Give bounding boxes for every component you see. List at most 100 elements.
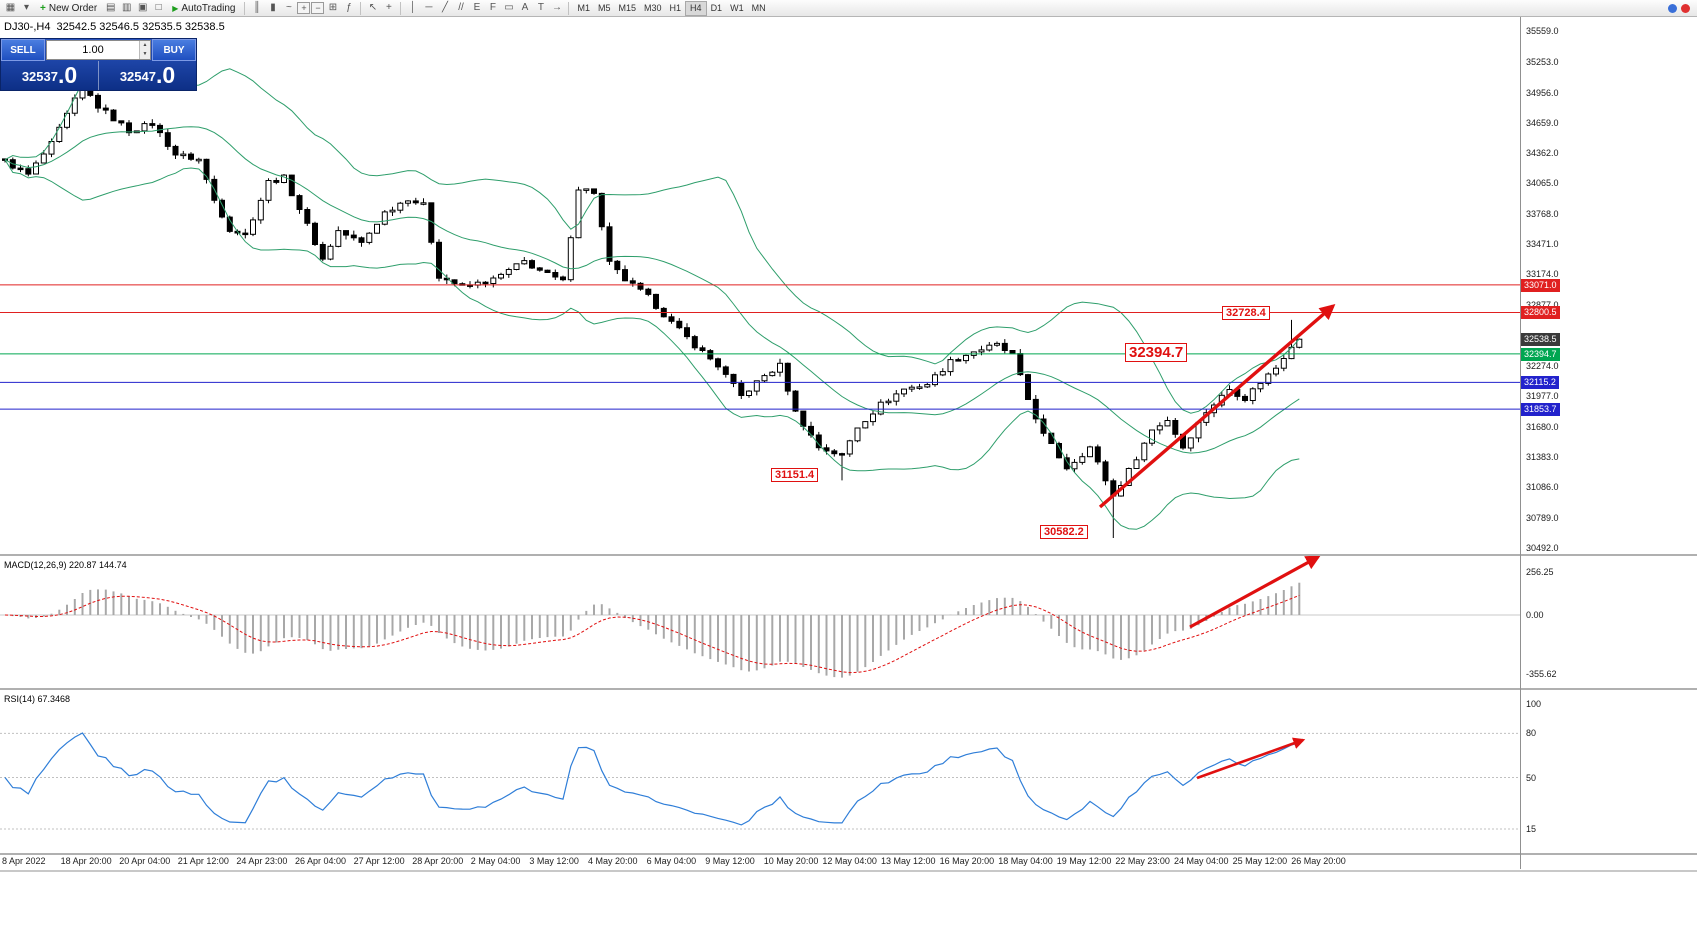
candles-mode-icon[interactable]: ▮ bbox=[270, 1, 276, 13]
time-axis-label: 18 May 04:00 bbox=[998, 856, 1053, 866]
autotrading-button[interactable]: ▶ AutoTrading bbox=[167, 1, 240, 16]
timeframe-group: M1 M5 M15 M30 H1 H4 D1 W1 MN bbox=[573, 0, 769, 16]
time-axis[interactable]: 8 Apr 2022 18 Apr 20:00 20 Apr 04:00 21 Apr… bbox=[0, 856, 1520, 870]
new-chart-icon[interactable]: ▦ bbox=[5, 1, 16, 13]
axis-label: 34362.0 bbox=[1526, 148, 1559, 159]
buy-price-main: 32547 bbox=[119, 69, 156, 84]
line-mode-icon[interactable]: ~ bbox=[286, 1, 292, 13]
time-axis-label: 10 May 20:00 bbox=[763, 856, 819, 866]
buy-button[interactable]: BUY bbox=[152, 39, 196, 61]
axis-label: 35253.0 bbox=[1526, 57, 1559, 68]
arrow-object-icon[interactable]: → bbox=[551, 1, 562, 13]
notification-icon[interactable] bbox=[1668, 3, 1677, 13]
ellipse-icon[interactable]: E bbox=[473, 1, 481, 13]
bars-mode-icon[interactable]: ║ bbox=[253, 1, 261, 13]
time-axis-label: 4 May 20:00 bbox=[588, 856, 638, 866]
axis-label: 31977.0 bbox=[1526, 391, 1559, 402]
price-annotation[interactable]: 32728.4 bbox=[1222, 306, 1270, 320]
shapes-icon[interactable]: ▭ bbox=[504, 1, 514, 13]
axis-label: 256.25 bbox=[1526, 567, 1554, 578]
axis-label: 33768.0 bbox=[1526, 208, 1559, 219]
time-axis-label: 8 Apr 2022 bbox=[2, 856, 46, 866]
text-label-icon[interactable]: T bbox=[537, 1, 545, 13]
volume-value: 1.00 bbox=[82, 44, 104, 56]
crosshair-icon[interactable]: + bbox=[386, 1, 392, 13]
price-axis-border bbox=[1520, 17, 1521, 869]
axis-label: 30789.0 bbox=[1526, 512, 1559, 523]
price-annotation[interactable]: 30582.2 bbox=[1040, 525, 1088, 539]
spinner-down-icon[interactable]: ▼ bbox=[140, 50, 150, 59]
rsi-label: RSI(14) 67.3468 bbox=[4, 694, 71, 704]
time-axis-label: 3 May 12:00 bbox=[529, 856, 579, 866]
time-axis-label: 12 May 04:00 bbox=[822, 856, 877, 866]
ohlc-readout: 32542.5 32546.5 32535.5 32538.5 bbox=[56, 21, 225, 33]
timeframe-m30[interactable]: M30 bbox=[644, 2, 662, 13]
axis-label: 80 bbox=[1526, 728, 1537, 739]
alert-icon[interactable] bbox=[1681, 3, 1690, 13]
axis-label: 31680.0 bbox=[1526, 421, 1559, 432]
time-axis-label: 25 May 12:00 bbox=[1232, 856, 1288, 866]
toolbar-separator bbox=[360, 1, 362, 15]
time-axis-label: 20 Apr 04:00 bbox=[119, 856, 171, 866]
timeframe-mn[interactable]: MN bbox=[751, 2, 766, 13]
vertical-line-icon[interactable]: │ bbox=[409, 1, 417, 13]
time-axis-label: 9 May 12:00 bbox=[705, 856, 755, 866]
channel-icon[interactable]: // bbox=[458, 1, 464, 13]
fibonacci-icon[interactable]: F bbox=[489, 1, 497, 13]
time-axis-label: 19 May 12:00 bbox=[1056, 856, 1112, 866]
autotrading-play-icon: ▶ bbox=[172, 3, 179, 13]
axis-label: 100 bbox=[1526, 699, 1542, 709]
tile-windows-icon[interactable]: ⊞ bbox=[328, 1, 338, 13]
new-order-button[interactable]: + New Order bbox=[35, 1, 102, 16]
time-axis-label: 26 Apr 04:00 bbox=[295, 856, 347, 866]
price-annotation[interactable]: 31151.4 bbox=[771, 468, 819, 482]
horizontal-line-icon[interactable]: ─ bbox=[425, 1, 433, 13]
axis-label: 33471.0 bbox=[1526, 239, 1559, 250]
indicators-icon[interactable]: ƒ bbox=[346, 1, 352, 13]
price-axis-tag: 32538.5 bbox=[1521, 333, 1560, 347]
price-annotation[interactable]: 32394.7 bbox=[1125, 343, 1188, 362]
time-axis-label: 24 May 04:00 bbox=[1174, 856, 1229, 866]
time-axis-label: 27 Apr 12:00 bbox=[353, 856, 405, 866]
text-icon[interactable]: A bbox=[521, 1, 529, 13]
trendline-icon[interactable]: ╱ bbox=[441, 1, 448, 13]
price-axis-tag: 32115.2 bbox=[1521, 376, 1559, 390]
sell-price-frac: .0 bbox=[57, 62, 78, 88]
toolbar-separator bbox=[244, 1, 246, 15]
axis-label: 31086.0 bbox=[1526, 482, 1559, 493]
volume-input[interactable]: 1.00 ▲ ▼ bbox=[46, 40, 151, 60]
timeframe-m15[interactable]: M15 bbox=[618, 2, 637, 13]
axis-label: 0.00 bbox=[1526, 610, 1544, 620]
timeframe-w1[interactable]: W1 bbox=[730, 2, 744, 13]
timeframe-m1[interactable]: M1 bbox=[577, 2, 590, 13]
timeframe-h1[interactable]: H1 bbox=[669, 2, 682, 13]
sell-button[interactable]: SELL bbox=[1, 39, 45, 61]
time-axis-label: 24 Apr 23:00 bbox=[236, 856, 288, 866]
cursor-icon[interactable]: ↖ bbox=[368, 1, 378, 13]
main-toolbar: ▦ ▾ + New Order ▤ ▥ ▣ □ ▶ AutoTrading ║ … bbox=[0, 0, 1697, 17]
axis-label: -355.62 bbox=[1526, 669, 1557, 680]
volume-spinner[interactable]: ▲ ▼ bbox=[139, 41, 150, 59]
timeframe-h4[interactable]: H4 bbox=[685, 0, 707, 16]
panel-separator[interactable] bbox=[0, 554, 1697, 556]
data-window-icon[interactable]: ▥ bbox=[121, 1, 132, 13]
spinner-up-icon[interactable]: ▲ bbox=[140, 41, 150, 50]
terminal-icon[interactable]: □ bbox=[155, 1, 162, 13]
navigator-icon[interactable]: ▣ bbox=[137, 1, 148, 13]
toolbar-separator bbox=[400, 1, 402, 15]
market-watch-icon[interactable]: ▤ bbox=[105, 1, 116, 13]
zoom-out-icon[interactable]: − bbox=[311, 2, 325, 14]
buy-price[interactable]: 32547 .0 bbox=[99, 61, 196, 90]
buy-price-frac: .0 bbox=[155, 62, 176, 88]
timeframe-m5[interactable]: M5 bbox=[597, 2, 611, 13]
macd-label: MACD(12,26,9) 220.87 144.74 bbox=[4, 560, 127, 570]
sell-price[interactable]: 32537 .0 bbox=[1, 61, 98, 90]
timeframe-d1[interactable]: D1 bbox=[710, 2, 723, 13]
time-axis-label: 26 May 20:00 bbox=[1291, 856, 1346, 866]
axis-label: 33174.0 bbox=[1526, 269, 1559, 280]
zoom-in-icon[interactable]: + bbox=[297, 2, 311, 14]
autotrading-label: AutoTrading bbox=[181, 2, 236, 14]
panel-separator[interactable] bbox=[0, 688, 1697, 690]
chart-dropdown-icon[interactable]: ▾ bbox=[23, 1, 30, 13]
